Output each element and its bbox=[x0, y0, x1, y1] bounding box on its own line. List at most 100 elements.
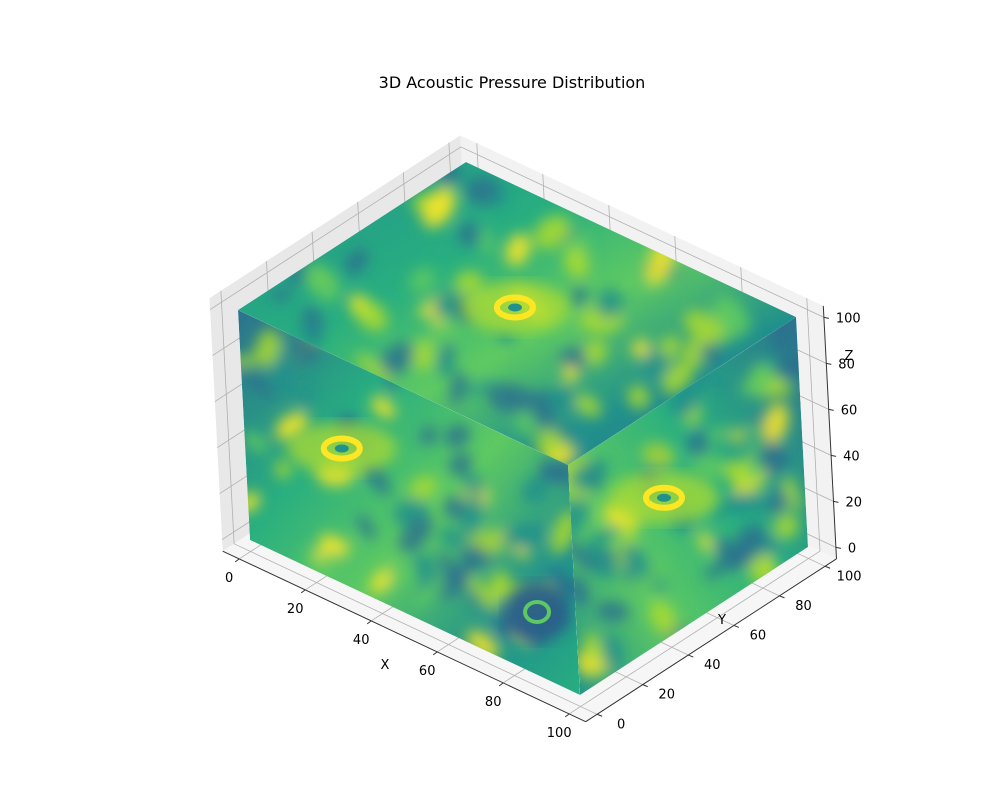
y-tick-mark bbox=[779, 595, 785, 599]
face-top bbox=[238, 162, 796, 465]
pressure-blob bbox=[505, 233, 531, 266]
pressure-blob bbox=[601, 634, 623, 670]
pressure-blob bbox=[462, 379, 497, 395]
face-front bbox=[238, 310, 580, 695]
pressure-blob bbox=[535, 428, 563, 457]
pressure-blob bbox=[487, 383, 534, 414]
pressure-blob bbox=[300, 381, 313, 412]
pressure-blob bbox=[376, 342, 415, 379]
z-tick-label: 100 bbox=[836, 311, 861, 326]
pressure-blob bbox=[449, 370, 467, 406]
pressure-blob bbox=[238, 355, 262, 368]
y-tick-label: 20 bbox=[658, 688, 675, 703]
face-top-field bbox=[271, 162, 751, 465]
y-axis-line bbox=[585, 558, 837, 723]
chart-title: 3D Acoustic Pressure Distribution bbox=[379, 73, 646, 92]
z-tick-mark bbox=[823, 316, 829, 319]
pressure-blob bbox=[466, 630, 499, 660]
pressure-blob bbox=[419, 426, 437, 446]
pressure-core bbox=[507, 303, 522, 312]
x-tick-label: 40 bbox=[353, 633, 370, 648]
y-tick-mark bbox=[688, 654, 694, 658]
pressure-blob bbox=[596, 288, 624, 319]
pressure-blob bbox=[724, 492, 766, 514]
face-right bbox=[568, 317, 808, 695]
z-axis-line bbox=[822, 305, 837, 559]
pressure-core bbox=[657, 493, 671, 502]
pressure-blob bbox=[441, 342, 455, 360]
pressure-blob bbox=[627, 385, 650, 409]
pressure-blob bbox=[255, 329, 281, 367]
pressure-blob bbox=[489, 570, 511, 600]
pressure-blob bbox=[440, 528, 466, 548]
pressure-blob bbox=[642, 442, 675, 468]
pressure-blob bbox=[568, 483, 590, 501]
pressure-blob bbox=[430, 319, 463, 346]
pressure-blob bbox=[398, 515, 433, 554]
pressure-blob bbox=[754, 447, 790, 471]
pressure-blob bbox=[534, 215, 571, 250]
face-right-field bbox=[568, 317, 808, 677]
z-tick-mark bbox=[826, 362, 832, 365]
pressure-blob bbox=[477, 226, 494, 255]
pressure-blob bbox=[773, 514, 799, 540]
pressure-blob bbox=[740, 376, 771, 397]
pressure-blob bbox=[271, 289, 291, 302]
pressure-blob bbox=[496, 331, 516, 344]
pressure-blob bbox=[568, 459, 609, 491]
x-tick-mark bbox=[300, 589, 306, 594]
pressure-blob bbox=[355, 353, 393, 384]
y-tick-label: 60 bbox=[750, 629, 767, 644]
y-tick-label: 0 bbox=[617, 717, 625, 732]
tick-labels: 0 20 40 60 80 100 0 20 40 60 80 100 0 20 40 60 80 100 bbox=[225, 311, 862, 741]
pressure-blob bbox=[583, 546, 616, 581]
pressure-blob bbox=[371, 396, 396, 419]
pressure-ring-low bbox=[505, 582, 570, 642]
pressure-blob bbox=[412, 338, 434, 371]
pressure-blob bbox=[305, 263, 342, 303]
pressure-blob bbox=[409, 476, 438, 499]
pressure-blob bbox=[471, 348, 499, 386]
grid-line-z bbox=[209, 146, 825, 318]
pressure-blob bbox=[299, 321, 321, 352]
pressure-blob bbox=[574, 394, 602, 417]
pressure-ring bbox=[643, 484, 685, 511]
pressure-blob bbox=[773, 484, 786, 518]
x-tick-mark bbox=[432, 651, 438, 656]
pressure-blob bbox=[562, 365, 579, 383]
x-tick-label: 100 bbox=[547, 726, 572, 741]
z-tick-label: 20 bbox=[846, 495, 863, 510]
x-axis-label: X bbox=[381, 658, 390, 673]
z-tick-label: 60 bbox=[841, 403, 858, 418]
pressure-volume bbox=[238, 162, 808, 695]
pressure-blob bbox=[436, 352, 455, 378]
pressure-blob bbox=[698, 531, 712, 553]
z-tick-mark bbox=[831, 454, 837, 457]
pressure-blob bbox=[501, 523, 548, 549]
pressure-ring-high bbox=[459, 281, 570, 334]
y-tick-mark bbox=[642, 684, 648, 688]
pressure-halo bbox=[505, 582, 570, 642]
pressure-blob bbox=[735, 524, 766, 560]
y-tick-mark bbox=[596, 713, 603, 717]
grid-line-x bbox=[568, 298, 821, 715]
pressure-blob bbox=[460, 473, 485, 495]
pressure-blob bbox=[649, 600, 678, 637]
pressure-blob bbox=[661, 359, 695, 395]
z-tick-label: 0 bbox=[848, 541, 856, 556]
y-axis-label: Y bbox=[717, 613, 726, 628]
pressure-blob bbox=[458, 222, 482, 247]
pressure-blob bbox=[631, 338, 650, 358]
pressure-blob bbox=[438, 551, 463, 592]
pressure-blob bbox=[468, 576, 499, 611]
pressure-blob bbox=[412, 576, 446, 610]
pressure-blob bbox=[731, 428, 744, 444]
pressure-blob bbox=[461, 545, 487, 571]
pressure-blob bbox=[344, 248, 369, 275]
pressure-ring bbox=[523, 600, 552, 624]
z-axis-label: Z bbox=[845, 349, 854, 364]
pressure-blob bbox=[572, 285, 587, 309]
pressure-ring-high bbox=[609, 471, 719, 524]
pressure-blob bbox=[596, 601, 630, 622]
